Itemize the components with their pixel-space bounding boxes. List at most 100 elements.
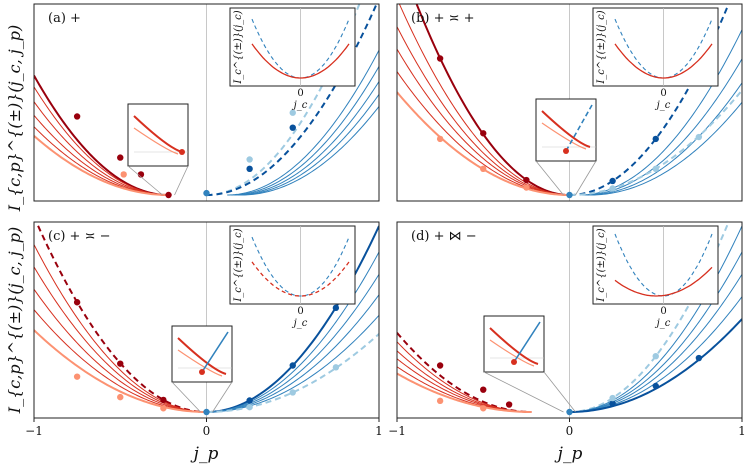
red-curve	[397, 372, 532, 413]
data-marker	[609, 394, 616, 402]
data-marker	[480, 405, 487, 412]
inset-red-curve	[614, 266, 713, 297]
data-marker	[652, 353, 659, 360]
y-axis-label-top: I_{c,p}^{(±)}(j_c, j_p)	[5, 25, 24, 212]
inset-y-label: I_c^{(±)}(j_c)	[596, 10, 607, 84]
panel-4: (d) + ⋈ −−1 0 10j_cI_c^{(±)}(j_c)	[388, 221, 746, 438]
inset-x-label: j_c	[655, 318, 671, 329]
zoom-red-curve-light	[541, 122, 587, 150]
inset-y-label: I_c^{(±)}(j_c)	[596, 228, 607, 302]
zoom-connector	[174, 165, 189, 196]
red-curve	[34, 135, 169, 196]
inset-blue-curve	[614, 233, 713, 297]
zoom-blue-curve	[565, 104, 593, 152]
inset-red-curve	[251, 43, 350, 79]
data-marker	[480, 165, 487, 173]
x-tick-label: 0	[203, 424, 211, 438]
panel-2: (b) + ≍ + 0j_c I_c^{(±)}(j_c)	[396, 3, 743, 202]
blue-curve	[237, 94, 379, 196]
data-marker	[332, 364, 340, 371]
data-marker	[117, 360, 124, 367]
zoom-blue-curve	[201, 331, 229, 373]
data-marker	[652, 135, 659, 143]
blue-curve	[230, 66, 379, 196]
data-marker	[609, 177, 616, 185]
panel-1: (a) + 0j_c I_c^{(±)}(j_c)	[33, 3, 380, 202]
data-marker	[566, 408, 573, 416]
zoom-red-curve-light	[133, 127, 179, 155]
data-marker	[436, 135, 444, 143]
blue-curve	[234, 81, 379, 196]
data-marker	[566, 191, 573, 199]
data-marker	[480, 386, 487, 393]
data-marker	[332, 304, 340, 312]
data-marker	[695, 354, 703, 362]
inset-y-label: I_c^{(±)}(j_c)	[233, 10, 244, 84]
blue-curve	[206, 4, 378, 196]
zoom-connector	[171, 381, 201, 413]
inset-x-tick: 0	[660, 306, 666, 317]
zoom-blue-curve	[513, 321, 541, 363]
inset-x-tick: 0	[297, 306, 303, 317]
inset-red-curve	[251, 261, 350, 297]
zoom-inset	[535, 98, 597, 162]
data-marker	[246, 403, 253, 411]
data-marker	[73, 113, 81, 120]
data-marker	[117, 154, 124, 161]
data-marker	[117, 393, 124, 401]
y-label-text: I_{c,p}^{(±)}(j_c, j_p)	[5, 25, 24, 212]
blue-curve	[586, 82, 742, 196]
red-curve	[35, 222, 207, 413]
panel-label: (d) + ⋈ −	[411, 229, 477, 244]
panel-frame	[396, 3, 743, 202]
zoom-connector	[127, 165, 163, 196]
blue-curve	[590, 102, 742, 196]
inset-blue-curve	[251, 236, 350, 297]
data-marker	[436, 397, 444, 405]
y-label-text: I_{c,p}^{(±)}(j_c, j_p)	[5, 227, 24, 414]
red-curve	[397, 332, 532, 413]
inset-x-label: j_c	[655, 100, 671, 111]
red-curve	[34, 266, 207, 413]
data-marker	[246, 165, 253, 173]
data-marker	[203, 189, 210, 197]
data-marker	[160, 396, 167, 404]
data-marker	[505, 401, 513, 408]
x-tick-label: −1	[388, 424, 406, 438]
zoom-marker	[511, 359, 517, 365]
zoom-red-curve	[541, 110, 591, 148]
red-curve	[397, 26, 570, 196]
svg-text:I_{c,p}^{(±)}(j_c, j_p): I_{c,p}^{(±)}(j_c, j_p)	[5, 227, 24, 414]
ic-inset: 0j_c I_c^{(±)}(j_c)	[592, 225, 719, 329]
data-marker	[160, 405, 167, 412]
data-marker	[436, 362, 444, 369]
panel-3: (c) + ≍ −−1 0 10j_cI_c^{(±)}(j_c)	[25, 221, 383, 438]
y-axis-label-bottom: I_{c,p}^{(±)}(j_c, j_p)	[5, 227, 24, 414]
ic-inset: 0j_c I_c^{(±)}(j_c)	[592, 7, 719, 111]
x-tick-label: 1	[738, 424, 746, 438]
zoom-connector	[543, 371, 576, 413]
blue-curve	[227, 49, 379, 196]
zoom-inset	[483, 315, 545, 373]
data-marker	[289, 389, 296, 396]
x-axis-label-right: j_p	[554, 444, 583, 464]
x-tick-label: 0	[566, 424, 574, 438]
zoom-marker	[179, 149, 185, 155]
inset-x-tick: 0	[297, 88, 303, 99]
data-marker	[652, 382, 659, 390]
ic-inset: 0j_c I_c^{(±)}(j_c)	[229, 7, 356, 111]
zoom-marker	[563, 148, 569, 154]
inset-x-tick: 0	[660, 88, 666, 99]
data-marker	[289, 109, 296, 116]
zoom-connector	[535, 160, 564, 196]
zoom-inset	[127, 103, 189, 167]
zoom-connector	[483, 371, 564, 413]
data-marker	[165, 191, 172, 199]
blue-curve	[206, 294, 379, 413]
data-marker	[695, 133, 703, 141]
ic-inset: 0j_c I_c^{(±)}(j_c)	[229, 225, 356, 329]
data-marker	[73, 373, 81, 380]
blue-curve	[240, 106, 379, 196]
data-marker	[289, 124, 296, 131]
